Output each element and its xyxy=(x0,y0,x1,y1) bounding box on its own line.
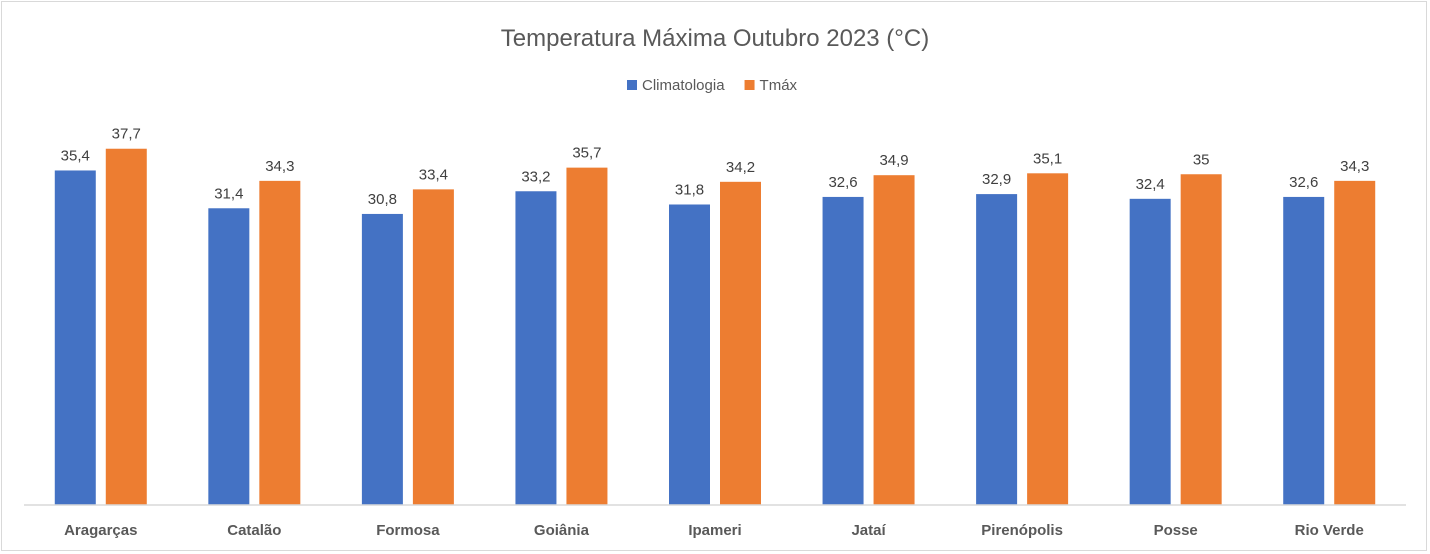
data-label: 31,8 xyxy=(675,181,704,198)
data-label: 35,1 xyxy=(1033,150,1062,167)
bar-tmx-1 xyxy=(259,180,301,506)
category-label: Ipameri xyxy=(688,522,741,539)
data-label: 34,3 xyxy=(1340,158,1369,175)
data-label: 37,7 xyxy=(112,126,141,143)
legend: Climatologia Tmáx xyxy=(627,77,798,94)
legend-label: Tmáx xyxy=(760,77,798,94)
bar-tmx-7 xyxy=(1180,174,1222,505)
data-label: 33,4 xyxy=(419,166,448,183)
legend-swatch xyxy=(627,80,637,90)
category-label: Aragarças xyxy=(64,522,137,539)
category-label: Catalão xyxy=(227,522,281,539)
data-label: 34,2 xyxy=(726,159,755,176)
bar-climatologia-7 xyxy=(1129,198,1171,505)
bar-climatologia-4 xyxy=(669,204,710,506)
data-label: 32,6 xyxy=(1289,174,1318,191)
data-label: 32,4 xyxy=(1136,176,1165,193)
bar-climatologia-8 xyxy=(1283,196,1325,505)
category-label: Jataí xyxy=(851,522,886,539)
category-label: Posse xyxy=(1154,522,1198,539)
category-label: Rio Verde xyxy=(1295,522,1364,539)
category-label: Formosa xyxy=(376,522,440,539)
data-label: 35,4 xyxy=(61,147,90,164)
legend-swatch xyxy=(744,80,755,90)
data-label: 35 xyxy=(1193,151,1210,168)
bar-tmx-0 xyxy=(105,148,147,506)
bar-climatologia-6 xyxy=(976,194,1018,505)
bar-tmx-2 xyxy=(412,189,454,505)
legend-label: Climatologia xyxy=(642,77,725,94)
data-label: 34,9 xyxy=(879,152,908,169)
data-label: 33,2 xyxy=(521,168,550,185)
bar-tmx-3 xyxy=(566,167,608,505)
data-label: 34,3 xyxy=(265,158,294,175)
data-label: 32,9 xyxy=(982,171,1011,188)
data-label: 30,8 xyxy=(368,191,397,208)
bar-tmx-4 xyxy=(720,181,761,505)
plot-area: 35,4 37,7 Aragarças 31,4 34,3 Catalão 30,8 33,4… xyxy=(54,126,1376,539)
bar-tmx-8 xyxy=(1334,180,1376,506)
category-label: Pirenópolis xyxy=(981,522,1063,539)
data-label: 35,7 xyxy=(572,145,601,162)
bar-tmx-5 xyxy=(873,175,915,505)
bar-climatologia-2 xyxy=(361,213,403,505)
bar-climatologia-5 xyxy=(822,196,864,505)
data-label: 31,4 xyxy=(214,185,243,202)
bar-climatologia-0 xyxy=(54,170,96,505)
bar-climatologia-3 xyxy=(515,191,557,505)
chart-title: Temperatura Máxima Outubro 2023 (°C) xyxy=(501,25,929,52)
category-label: Goiânia xyxy=(534,522,590,539)
bar-climatologia-1 xyxy=(208,208,250,505)
bar-tmx-6 xyxy=(1027,173,1069,505)
data-label: 32,6 xyxy=(828,174,857,191)
